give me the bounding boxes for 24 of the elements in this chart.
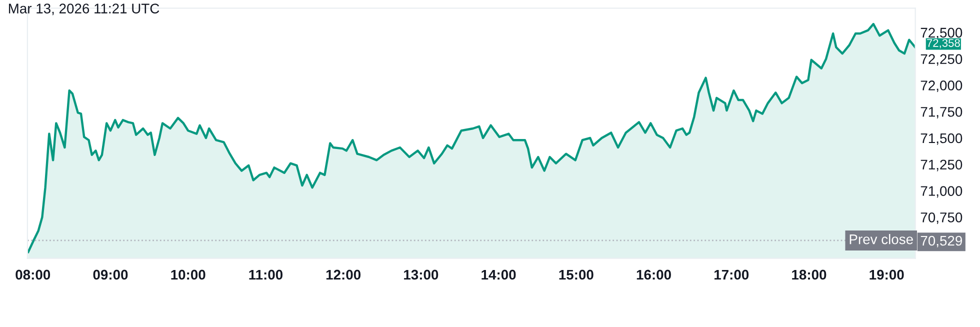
y-tick-label: 72,500	[920, 28, 962, 40]
x-tick-label: 18:00	[792, 270, 826, 280]
x-tick-label: 11:00	[249, 270, 283, 280]
x-tick-label: 09:00	[93, 270, 128, 280]
y-tick-label: 70,750	[920, 212, 962, 224]
x-tick-label: 19:00	[870, 270, 904, 280]
x-tick-label: 16:00	[636, 270, 671, 280]
x-tick-label: 08:00	[16, 270, 50, 280]
y-tick-label: 72,250	[920, 54, 962, 66]
y-tick-label: 71,750	[920, 106, 962, 118]
x-tick-label: 13:00	[404, 270, 438, 280]
x-tick-label: 15:00	[559, 270, 594, 280]
x-tick-label: 12:00	[326, 270, 361, 280]
x-tick-label: 17:00	[714, 270, 749, 280]
chart-title: Mar 13, 2026 11:21 UTC	[8, 4, 160, 16]
ref-line-label: Prev close	[850, 234, 913, 244]
y-tick-label: 72,000	[920, 80, 962, 92]
x-tick-label: 10:00	[171, 270, 206, 280]
y-tick-label: 71,250	[920, 160, 962, 172]
annotation: 72,358	[927, 39, 960, 48]
y-tick-label: 71,500	[920, 133, 962, 145]
x-tick-label: 14:00	[482, 270, 516, 280]
y-tick-label: 71,000	[920, 186, 962, 198]
y-tick-label: 70,529	[920, 236, 962, 248]
